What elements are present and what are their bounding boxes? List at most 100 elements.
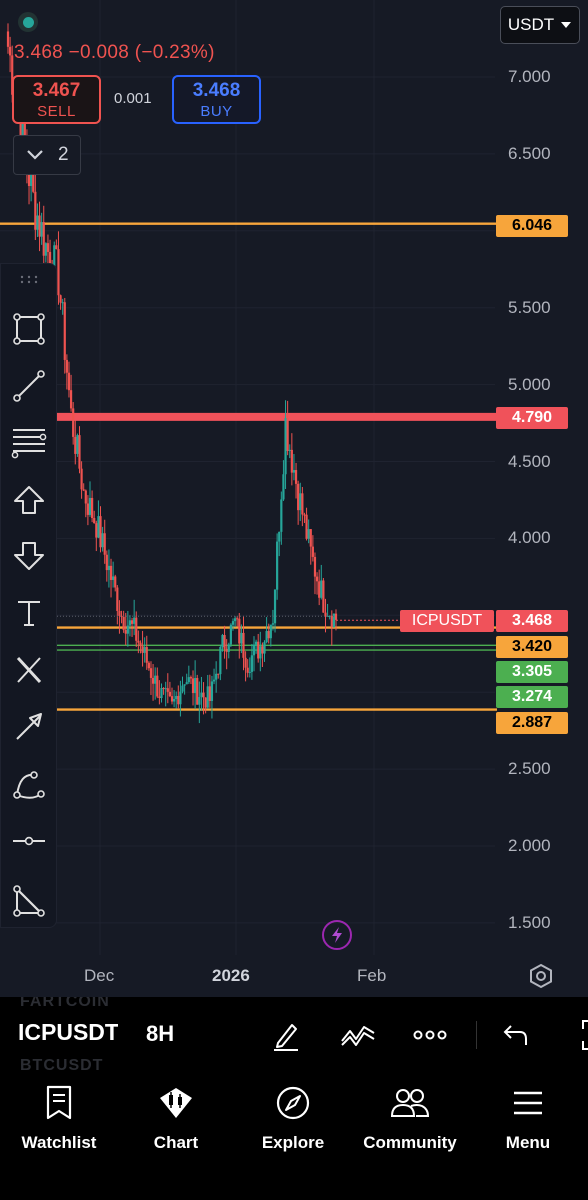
text-tool[interactable] xyxy=(9,593,49,633)
symbol-selector[interactable]: ICPUSDT xyxy=(18,1019,118,1045)
candle-body xyxy=(175,695,178,699)
candle-body xyxy=(114,576,117,588)
undo-button[interactable] xyxy=(496,1017,532,1053)
arrow-up-tool[interactable] xyxy=(9,480,49,520)
trend-line-icon xyxy=(13,370,45,402)
candle-body xyxy=(30,172,33,187)
candle-body xyxy=(320,580,323,598)
sell-button[interactable]: 3.467 SELL xyxy=(12,75,101,124)
time-axis-label: 2026 xyxy=(212,966,250,985)
candle-body xyxy=(82,489,85,491)
candle-body xyxy=(257,641,260,659)
price-axis-label: 4.000 xyxy=(508,528,551,548)
ghost-symbol: FARTCOIN xyxy=(20,997,110,1010)
nav-label: Chart xyxy=(153,1133,199,1152)
candle-body xyxy=(322,580,325,613)
arrow-icon xyxy=(16,713,42,740)
price-level-badge[interactable]: 2.887 xyxy=(496,712,568,734)
candle-body xyxy=(21,114,24,148)
price-axis-label: 7.000 xyxy=(508,67,551,86)
candle-body xyxy=(69,390,73,409)
horizontal-ray-tool[interactable] xyxy=(9,821,49,861)
nav-chart[interactable]: Chart xyxy=(121,1083,231,1153)
candle-body xyxy=(307,529,310,539)
triangle-tool[interactable] xyxy=(9,881,49,921)
flash-icon[interactable] xyxy=(322,920,352,950)
candle-body xyxy=(225,648,228,652)
price-axis-label: 5.000 xyxy=(508,374,551,394)
nav-watchlist[interactable]: Watchlist xyxy=(4,1083,114,1153)
candle-body xyxy=(173,698,176,702)
chart-icon xyxy=(160,1088,192,1118)
x-post-tool[interactable] xyxy=(9,650,49,690)
candle-body xyxy=(324,612,327,617)
trend-line-tool[interactable] xyxy=(9,366,49,406)
candle-body xyxy=(227,644,230,652)
indicators-button[interactable] xyxy=(340,1017,376,1053)
price-level-badge[interactable]: 3.420 xyxy=(496,636,568,658)
ghost-symbol: BTCUSDT xyxy=(20,1057,104,1074)
price-axis-label: 2.000 xyxy=(508,836,551,855)
candle-body xyxy=(313,556,317,577)
grip-icon[interactable] xyxy=(19,274,39,284)
pen-icon xyxy=(274,1024,298,1051)
price-level-badge[interactable]: 3.305 xyxy=(496,661,568,683)
candle-body xyxy=(126,625,129,634)
candle-body xyxy=(11,55,14,95)
time-axis-label: Dec xyxy=(84,966,115,985)
candle-body xyxy=(149,668,153,678)
more-button[interactable] xyxy=(412,1017,448,1053)
rectangle-tool[interactable] xyxy=(9,309,49,349)
price-level-badge[interactable]: 4.790 xyxy=(496,407,568,429)
settings-icon[interactable] xyxy=(528,963,554,989)
buy-button[interactable]: 3.468 BUY xyxy=(172,75,261,124)
interval-selector[interactable]: 8H xyxy=(146,1021,175,1046)
candle-body xyxy=(147,662,150,669)
chart-area[interactable]: 3.468 −0.008 (−0.23%) 3.467 SELL 0.001 3… xyxy=(0,0,588,997)
candle-body xyxy=(27,166,31,187)
candle-body xyxy=(124,629,127,634)
curve-tool[interactable] xyxy=(9,764,49,804)
candle-body xyxy=(185,682,188,685)
candle-body xyxy=(231,621,235,625)
currency-selector[interactable]: USDT xyxy=(500,6,580,44)
chevron-down-icon xyxy=(27,150,43,160)
candle-body xyxy=(206,686,209,708)
candle-body xyxy=(78,435,81,469)
candle-body xyxy=(122,616,125,630)
candle-body xyxy=(145,647,148,663)
arrow-down-tool[interactable] xyxy=(9,536,49,576)
candle-body xyxy=(116,587,119,612)
candle-body xyxy=(137,640,140,643)
price-level-badge[interactable]: 3.274 xyxy=(496,686,568,708)
candle-body xyxy=(181,685,184,692)
nav-community[interactable]: Community xyxy=(355,1083,465,1153)
price-axis-label: 1.500 xyxy=(508,912,551,932)
price-chart[interactable] xyxy=(0,0,588,997)
candle-body xyxy=(242,632,245,658)
candle-body xyxy=(168,691,171,697)
candle-body xyxy=(233,618,237,622)
fib-retracement-tool[interactable] xyxy=(9,422,49,462)
indicators-toggle-button[interactable]: 2 xyxy=(13,135,81,175)
candle-body xyxy=(156,675,159,697)
arrow-tool[interactable] xyxy=(9,707,49,747)
current-symbol-badge: ICPUSDT xyxy=(400,610,494,632)
candle-body xyxy=(135,617,138,641)
draw-pen-button[interactable] xyxy=(268,1017,304,1053)
triangle-icon xyxy=(13,885,45,917)
curve-icon xyxy=(13,771,45,799)
last-price: 3.468 xyxy=(14,42,64,63)
candle-body xyxy=(215,673,218,680)
nav-menu[interactable]: Menu xyxy=(473,1083,583,1153)
indicators-count: 2 xyxy=(58,144,69,165)
candle-body xyxy=(95,523,98,538)
divider xyxy=(476,1021,477,1049)
nav-explore[interactable]: Explore xyxy=(238,1083,348,1153)
fullscreen-button[interactable] xyxy=(566,1017,588,1053)
candle-body xyxy=(309,529,312,547)
order-quantity[interactable]: 0.001 xyxy=(114,90,152,107)
price-level-badge[interactable]: 6.046 xyxy=(496,215,568,237)
nav-label: Menu xyxy=(505,1133,551,1152)
candle-body xyxy=(99,516,102,548)
